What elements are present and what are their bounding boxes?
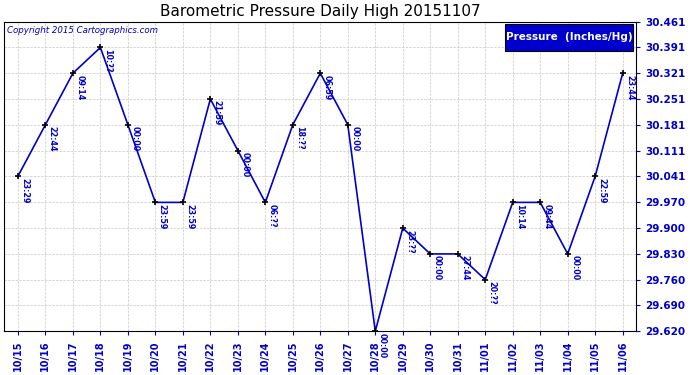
- Text: 21:59: 21:59: [213, 100, 221, 126]
- Text: 00:00: 00:00: [130, 126, 139, 152]
- Text: 06:59: 06:59: [323, 75, 332, 100]
- Text: 06:??: 06:??: [268, 204, 277, 227]
- Text: 23:??: 23:??: [405, 230, 414, 253]
- Title: Barometric Pressure Daily High 20151107: Barometric Pressure Daily High 20151107: [160, 4, 481, 19]
- Text: 23:29: 23:29: [21, 178, 30, 203]
- Text: 22:44: 22:44: [48, 126, 57, 152]
- Text: 00:00: 00:00: [570, 255, 579, 280]
- Text: Pressure  (Inches/Hg): Pressure (Inches/Hg): [506, 32, 633, 42]
- Text: 18:??: 18:??: [295, 126, 304, 150]
- Text: 23:59: 23:59: [186, 204, 195, 229]
- Text: 23:59: 23:59: [158, 204, 167, 229]
- Text: 00:00: 00:00: [377, 333, 386, 358]
- Text: 10:14: 10:14: [515, 204, 524, 229]
- Text: 00:00: 00:00: [240, 152, 249, 177]
- Text: 20:??: 20:??: [488, 281, 497, 304]
- Text: Copyright 2015 Cartographics.com: Copyright 2015 Cartographics.com: [7, 26, 158, 35]
- Text: 09:14: 09:14: [75, 75, 84, 100]
- Text: 00:00: 00:00: [433, 255, 442, 280]
- Text: 27:44: 27:44: [460, 255, 469, 280]
- Text: 22:59: 22:59: [598, 178, 607, 203]
- Text: 00:00: 00:00: [351, 126, 359, 152]
- Text: 23:44: 23:44: [625, 75, 634, 100]
- Text: 10:??: 10:??: [103, 49, 112, 72]
- Text: 09:44: 09:44: [542, 204, 552, 229]
